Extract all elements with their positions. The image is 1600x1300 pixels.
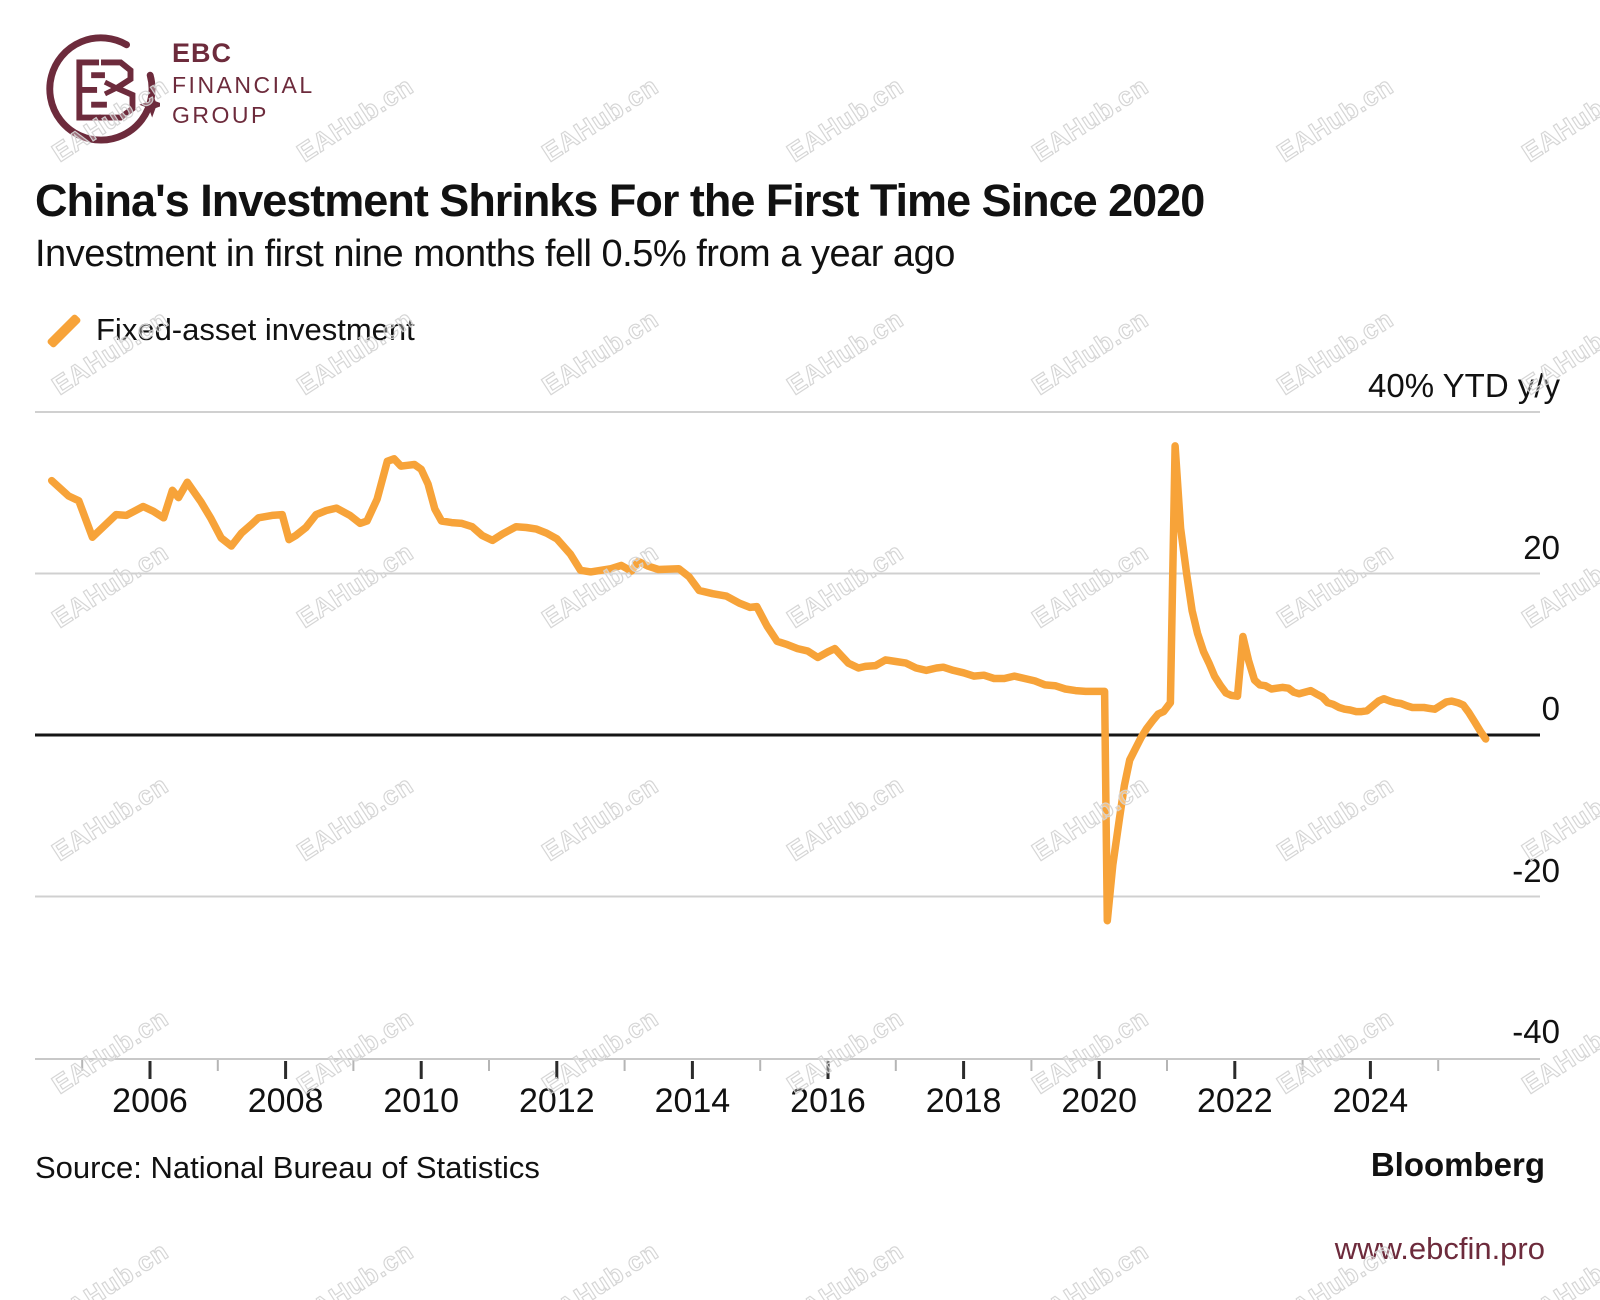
page-title: China's Investment Shrinks For the First… — [35, 175, 1205, 226]
data-line — [47, 442, 1490, 925]
x-axis-label: 2024 — [1332, 1082, 1409, 1120]
x-axis-label: 2014 — [654, 1082, 731, 1120]
axis-ticks — [35, 1058, 1540, 1079]
x-axis-label: 2022 — [1196, 1082, 1273, 1120]
x-axis-label: 2018 — [925, 1082, 1002, 1120]
bloomberg-brand: Bloomberg — [1370, 1146, 1545, 1183]
website-link: www.ebcfin.pro — [1334, 1231, 1545, 1266]
x-axis-label: 2008 — [247, 1082, 324, 1120]
logo-text-ebc: EBC — [172, 38, 233, 68]
x-axis-label: 2010 — [383, 1082, 459, 1120]
gridlines — [35, 411, 1540, 898]
y-axis-label: 20 — [1523, 528, 1560, 566]
series-fixed-asset-investment — [47, 442, 1490, 925]
source-note: Source: National Bureau of Statistics — [35, 1150, 540, 1185]
ebc-logo-icon — [46, 34, 160, 144]
x-axis-label: 2020 — [1061, 1082, 1137, 1120]
y-axis-label: -20 — [1512, 851, 1560, 889]
logo-text-group: GROUP — [172, 102, 269, 128]
x-axis-label: 2012 — [518, 1082, 595, 1120]
sparkle-icon — [139, 91, 160, 118]
y-axis-label: 0 — [1541, 690, 1560, 727]
y-axis-label: 40% YTD y/y — [1368, 367, 1560, 404]
y-axis-label: -40 — [1512, 1013, 1560, 1050]
x-axis-label: 2006 — [112, 1082, 188, 1120]
legend-label: Fixed-asset investment — [96, 312, 415, 347]
logo-text-financial: FINANCIAL — [172, 72, 315, 98]
x-axis-label: 2016 — [790, 1082, 866, 1120]
page-subtitle: Investment in first nine months fell 0.5… — [35, 233, 955, 275]
ebc-logo: EBC FINANCIAL GROUP — [42, 30, 442, 150]
